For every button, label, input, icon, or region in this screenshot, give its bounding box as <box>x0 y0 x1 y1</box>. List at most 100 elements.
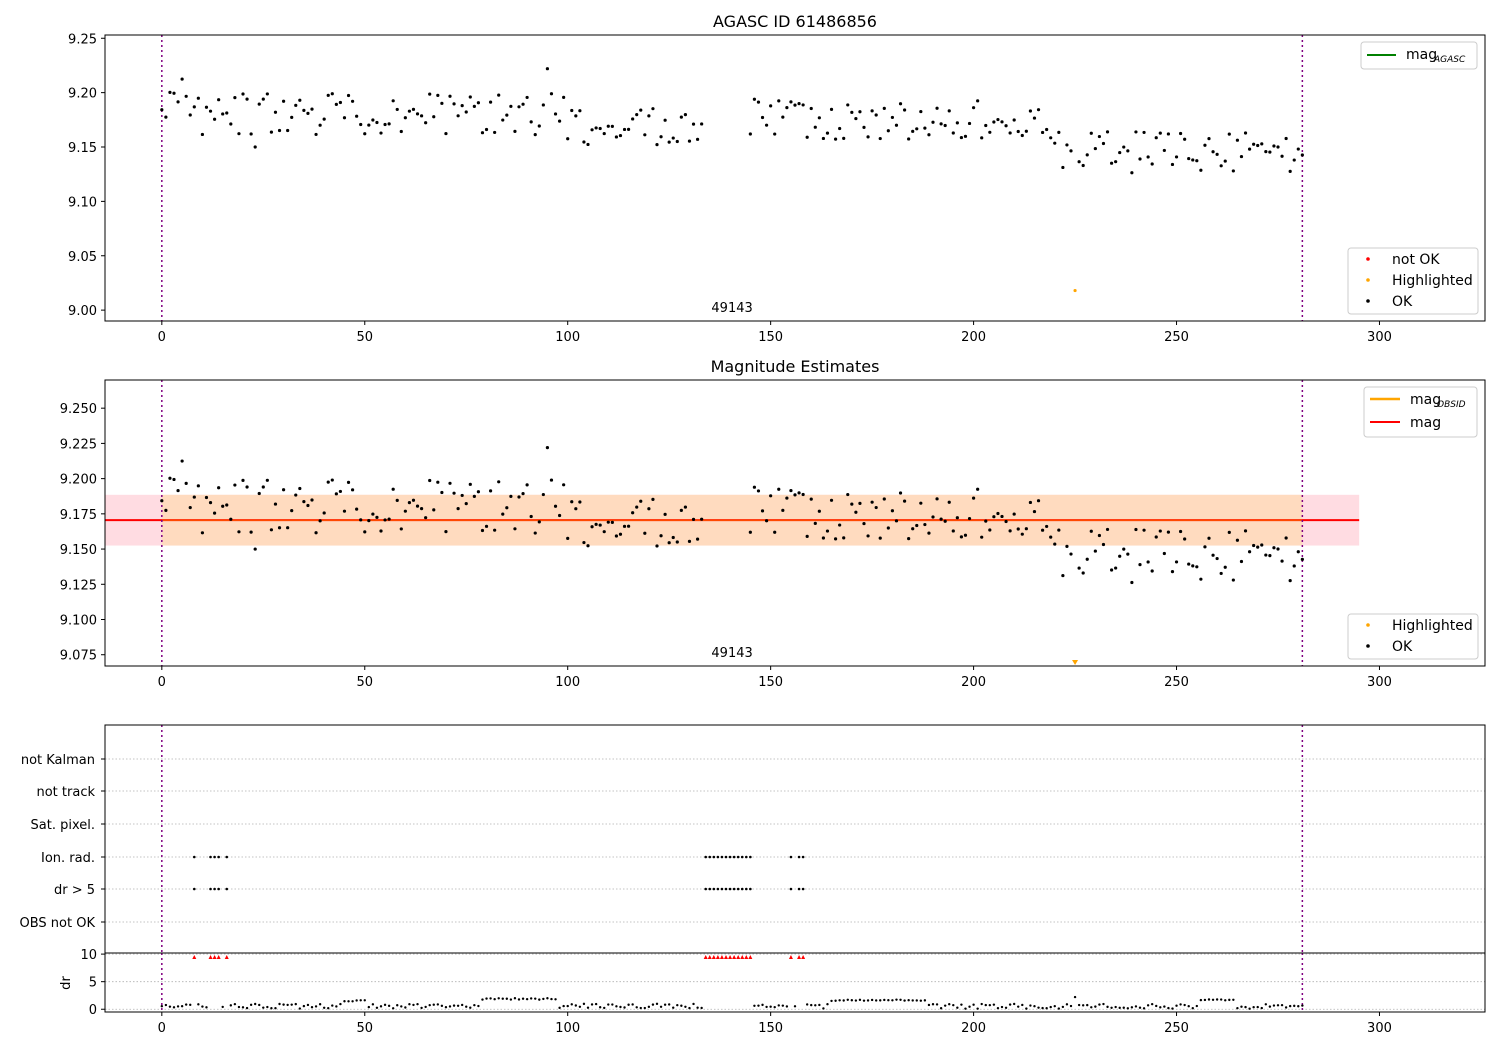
ok-point <box>545 446 550 450</box>
ok-point <box>1284 136 1288 141</box>
ok-point <box>1089 529 1093 533</box>
legend-mag-agasc-label: mag <box>1406 47 1437 63</box>
dr-point <box>1293 1004 1296 1008</box>
ok-point <box>651 107 655 111</box>
ok-point <box>480 528 485 533</box>
ok-point <box>448 94 452 98</box>
ok-point <box>1199 577 1203 581</box>
ok-point <box>298 486 302 491</box>
flag-point <box>740 855 744 859</box>
ok-point <box>529 514 533 519</box>
ok-point <box>355 114 359 118</box>
ok-point <box>679 508 683 512</box>
ok-point <box>939 517 943 521</box>
ok-point <box>1227 132 1231 136</box>
ok-point <box>212 511 217 515</box>
dr-point <box>375 1006 379 1009</box>
ok-point <box>882 106 886 110</box>
dr-point <box>915 999 918 1002</box>
ok-point <box>387 122 391 126</box>
ok-point <box>1300 557 1304 561</box>
ok-point <box>176 100 180 104</box>
dr-point <box>1134 1005 1138 1008</box>
ok-point <box>951 529 955 533</box>
dr-clipped-marker <box>224 955 229 959</box>
dr-point <box>416 1002 419 1006</box>
dr-point <box>440 1004 444 1008</box>
ok-point <box>874 113 878 117</box>
dr-point <box>436 1003 440 1006</box>
dr-clipped-marker <box>732 955 737 959</box>
dr-point <box>318 1003 322 1006</box>
legend-marker <box>1366 644 1370 648</box>
dr-point <box>1175 1004 1178 1007</box>
dr-point <box>233 1002 237 1006</box>
plot-frame <box>104 34 1486 322</box>
ok-point <box>545 67 550 71</box>
ok-point <box>1134 130 1138 134</box>
dr-point <box>952 1003 955 1007</box>
ok-point <box>1146 560 1150 564</box>
flag-point <box>708 887 712 891</box>
dr-point <box>201 1005 204 1008</box>
ok-point <box>1264 150 1268 154</box>
dr-point <box>1045 1007 1048 1010</box>
ok-point <box>988 130 992 134</box>
dr-clipped-marker <box>703 955 708 959</box>
ok-point <box>424 516 428 520</box>
ok-point <box>923 522 927 527</box>
x-tick-label: 250 <box>1164 1021 1189 1036</box>
ok-point <box>809 497 813 501</box>
x-tick-label: 150 <box>758 675 783 690</box>
dr-point <box>956 1006 959 1009</box>
ok-point <box>639 499 643 503</box>
ok-point <box>192 495 196 499</box>
ok-point <box>996 117 1000 122</box>
dr-point <box>176 1005 180 1008</box>
dr-point <box>404 1006 407 1009</box>
ok-point <box>261 485 265 489</box>
dr-point <box>1301 1004 1304 1007</box>
ok-point <box>769 104 773 108</box>
ok-point <box>314 132 318 137</box>
ok-point <box>509 494 513 498</box>
ok-point <box>407 109 412 113</box>
ok-point <box>188 506 192 510</box>
flag-point <box>749 887 752 891</box>
flag-row-label: OBS not OK <box>20 916 96 931</box>
ok-point <box>963 134 968 138</box>
dr-point <box>262 1006 265 1009</box>
ok-point <box>1300 153 1304 157</box>
ok-point <box>1016 527 1020 531</box>
dr-point <box>452 1004 456 1007</box>
dr-point <box>623 1006 626 1009</box>
flag-point <box>720 887 724 891</box>
dr-point <box>931 1003 935 1006</box>
ok-point <box>180 459 184 463</box>
ok-point <box>866 534 870 538</box>
dr-point <box>1086 1003 1089 1007</box>
ok-point <box>501 512 505 516</box>
ok-point <box>375 515 379 519</box>
ok-point <box>371 512 375 516</box>
ok-point <box>1260 142 1264 146</box>
ok-point <box>748 530 752 534</box>
ok-point <box>687 139 692 143</box>
ok-point <box>769 494 773 498</box>
dr-point <box>607 1003 610 1006</box>
ok-point <box>1053 542 1057 546</box>
ok-point <box>781 115 785 119</box>
ok-point <box>1028 500 1033 505</box>
dr-point <box>785 1005 789 1008</box>
ok-point <box>265 478 269 482</box>
ok-point <box>635 113 639 117</box>
y-tick-label: 9.175 <box>60 508 97 523</box>
ok-point <box>992 120 996 124</box>
ok-point <box>756 100 761 104</box>
ok-point <box>411 498 416 502</box>
dr-point <box>400 1005 403 1008</box>
ok-point <box>1170 570 1175 574</box>
flag-point <box>192 887 196 891</box>
ok-point <box>484 524 489 528</box>
ok-point <box>249 132 253 136</box>
